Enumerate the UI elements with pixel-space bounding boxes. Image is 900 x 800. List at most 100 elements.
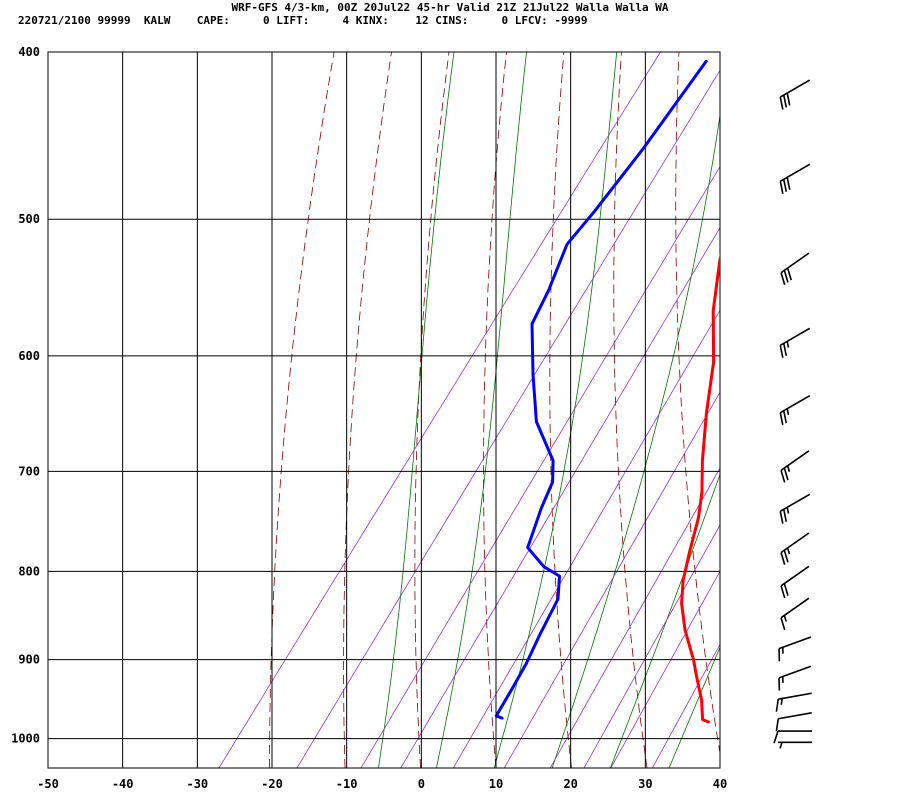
mixing-ratio-line xyxy=(583,524,720,768)
wind-barb-flag xyxy=(775,718,780,732)
moist-adiabat-line xyxy=(609,473,720,768)
y-tick-label: 900 xyxy=(18,653,40,667)
wind-barb xyxy=(780,565,810,599)
y-tick-label: 400 xyxy=(18,45,40,59)
dry-adiabat-line xyxy=(736,14,798,768)
dry-adiabat-line xyxy=(269,52,335,768)
wind-barb-flag xyxy=(780,585,786,599)
temperature-profile-line xyxy=(680,253,720,724)
wind-barb-flag xyxy=(786,267,793,281)
wind-barb-half-flag xyxy=(780,698,783,705)
mixing-ratio-line xyxy=(218,52,661,768)
wind-barb-shaft xyxy=(779,493,811,512)
wind-barb-shaft xyxy=(778,692,812,700)
wind-barb-half-flag xyxy=(783,615,787,622)
dry-adiabat-line xyxy=(794,14,874,768)
wind-barb xyxy=(780,532,810,565)
wind-barb-flag xyxy=(779,96,784,110)
moist-adiabat-line xyxy=(725,14,900,776)
wind-barb xyxy=(778,741,812,749)
wind-barb xyxy=(780,252,810,285)
x-tick-label: -30 xyxy=(186,777,208,791)
wind-barb xyxy=(780,450,810,483)
wind-barb-flag xyxy=(782,410,788,424)
wind-barb-flag xyxy=(782,509,788,522)
y-tick-labels: 400 500 600 700 800 900 1000 xyxy=(11,45,40,746)
wind-barb-half-flag xyxy=(786,507,790,514)
y-tick-label: 600 xyxy=(18,349,40,363)
wind-barb-flag xyxy=(782,343,788,356)
wind-barb-flag xyxy=(783,583,789,596)
wind-barb xyxy=(780,597,810,631)
wind-barb-half-flag xyxy=(786,547,791,555)
x-tick-label: -40 xyxy=(112,777,134,791)
x-tick-label: 20 xyxy=(563,777,577,791)
moist-adiabat-line xyxy=(668,646,720,768)
moist-adiabat-line xyxy=(551,112,720,768)
wind-barb-flag xyxy=(780,470,786,483)
background-lines xyxy=(218,14,900,776)
moist-adiabat-line xyxy=(435,52,527,768)
wind-barb-half-flag xyxy=(786,408,790,416)
mixing-ratio-line xyxy=(400,226,720,768)
wind-barb-flag xyxy=(780,552,786,565)
y-tick-label: 500 xyxy=(18,212,40,226)
x-tick-label: 40 xyxy=(713,777,727,791)
chart-title: WRF-GFS 4/3-km, 00Z 20Jul22 45-hr Valid … xyxy=(231,1,669,14)
wind-barb-flag xyxy=(782,179,788,192)
mixing-ratio-line xyxy=(360,165,720,768)
dry-adiabat-line xyxy=(851,14,900,768)
x-tick-labels: -50 -40 -30 -20 -10 0 10 20 30 40 xyxy=(37,777,727,791)
wind-barb xyxy=(779,493,811,524)
x-tick-label: -20 xyxy=(261,777,283,791)
mixing-ratio-line xyxy=(296,69,720,768)
mixing-ratio-line xyxy=(452,309,720,768)
wind-barb-flag xyxy=(780,272,786,285)
dry-adiabat-line xyxy=(343,52,392,768)
wind-barb-flag xyxy=(783,467,789,481)
dry-adiabat-line xyxy=(414,52,450,768)
moist-adiabat-line xyxy=(493,52,618,768)
wind-barb xyxy=(778,636,812,662)
wind-barb xyxy=(778,665,812,691)
x-tick-label: 0 xyxy=(418,777,425,791)
y-tick-label: 1000 xyxy=(11,732,40,746)
grid-lines xyxy=(47,51,721,768)
wind-barb-flag xyxy=(782,94,788,108)
wind-barb xyxy=(779,79,811,110)
plot-frame xyxy=(47,51,721,769)
dry-adiabat-line xyxy=(549,52,572,768)
wind-barb-half-flag xyxy=(779,742,783,749)
wind-barb xyxy=(779,327,811,358)
wind-barb-flag xyxy=(780,617,786,631)
mixing-ratio-line xyxy=(503,391,720,768)
wind-barb-flag xyxy=(773,730,779,744)
dry-adiabat-line xyxy=(675,52,720,756)
wind-barb xyxy=(773,730,812,744)
dry-adiabat-line xyxy=(613,52,648,768)
wind-barb xyxy=(775,712,812,732)
wind-barb-shaft xyxy=(779,394,811,414)
wind-barb-shaft xyxy=(779,327,811,347)
y-tick-label: 800 xyxy=(18,564,40,578)
mixing-ratio-line xyxy=(651,643,720,768)
mixing-ratio-line xyxy=(610,570,720,768)
x-tick-label: 10 xyxy=(489,777,503,791)
moist-adiabat-line xyxy=(377,52,455,768)
x-tick-label: -50 xyxy=(37,777,59,791)
wind-barb-flag xyxy=(779,412,784,426)
wind-barb-shaft xyxy=(779,79,811,98)
wind-barb-shaft xyxy=(780,532,810,554)
stability-indices: 220721/2100 99999 KALW CAPE: 0 LIFT: 4 K… xyxy=(18,14,588,27)
dewpoint-profile-line xyxy=(494,59,708,720)
wind-barb-shaft xyxy=(779,163,811,183)
y-tick-label: 700 xyxy=(18,464,40,478)
wind-barb-flag xyxy=(779,511,784,524)
wind-barb-shaft xyxy=(778,712,812,720)
wind-barb-flag xyxy=(775,699,780,712)
wind-barb-half-flag xyxy=(786,465,791,473)
wind-barb-shaft xyxy=(780,597,810,619)
wind-barb-shaft xyxy=(780,565,810,587)
wind-barb xyxy=(779,394,811,426)
